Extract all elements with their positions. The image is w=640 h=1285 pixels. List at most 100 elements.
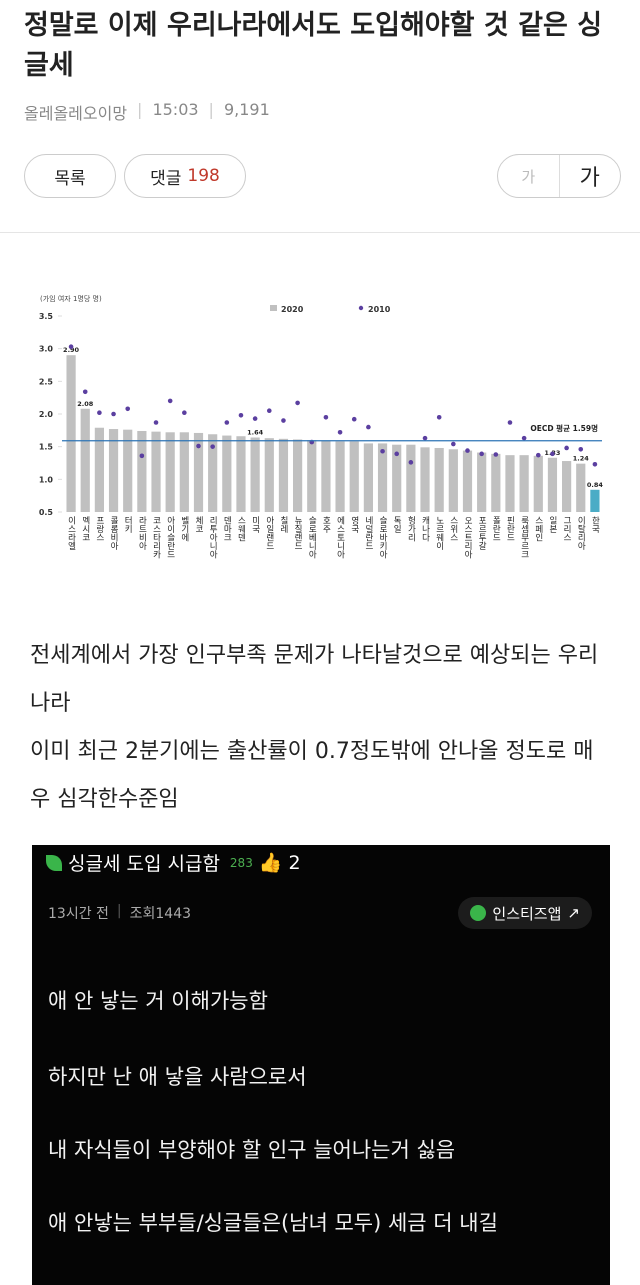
bar: [392, 444, 402, 512]
comments-button[interactable]: 댓글 198: [124, 154, 246, 198]
paragraph: 이미 최근 2분기에는 출산률이 0.7정도밖에 안나올 정도로 매우 심각한수…: [30, 739, 594, 812]
time: 15:03: [152, 100, 199, 119]
x-tick-label: 폴란드: [491, 516, 501, 542]
x-tick-label: 뉴질랜드: [293, 516, 303, 550]
x-tick-label: 콜롬비아: [109, 516, 119, 551]
data-label: 1.64: [247, 429, 264, 437]
dot: [436, 414, 442, 420]
legend-label: 2010: [368, 305, 391, 314]
dot: [224, 420, 230, 425]
dot: [281, 418, 286, 423]
bar: [307, 440, 317, 512]
x-tick-label: 영국: [349, 515, 359, 534]
x-tick-label: 그리스: [562, 516, 572, 542]
x-tick-label: 이스라엘: [66, 515, 76, 550]
legend-swatch: [358, 305, 364, 311]
dot: [507, 420, 513, 425]
bar: [335, 441, 345, 512]
bar: [80, 408, 90, 512]
y-tick-label: 0.5: [39, 508, 54, 517]
x-tick-label: 리투아니아: [208, 516, 218, 559]
bar: [66, 355, 76, 512]
x-tick-label: 독일: [392, 516, 402, 533]
count: 198: [187, 166, 220, 186]
bar: [165, 432, 175, 512]
dot: [210, 444, 215, 449]
x-tick-label: 체코: [194, 515, 204, 533]
x-tick-label: 룩셈부르크: [519, 516, 529, 559]
x-tick-label: 호주: [321, 516, 331, 534]
x-tick-label: 이탈리아: [576, 515, 586, 551]
embed-line: 애 안 낳는 거 이해가능함: [48, 989, 268, 1013]
bar: [377, 443, 388, 512]
bar: [547, 457, 558, 512]
y-tick-label: 3.0: [39, 345, 54, 354]
data-label: 1.24: [573, 455, 590, 463]
bar: [151, 431, 161, 512]
dot: [592, 462, 598, 467]
dot: [68, 344, 74, 350]
embed-title-row: 싱글세 도입 시급함 283 👍 2: [46, 849, 301, 876]
x-tick-label: 멕시코: [80, 515, 90, 541]
data-label: 2.90: [63, 346, 80, 354]
dot: [238, 413, 244, 418]
x-tick-label: 헝가리: [406, 516, 416, 542]
x-tick-label: 핀란드: [505, 516, 515, 542]
bar: [448, 449, 458, 512]
dot: [564, 445, 569, 451]
x-tick-label: 스페인: [533, 516, 543, 542]
legend-swatch: [270, 305, 277, 311]
bar: [533, 455, 543, 512]
paragraph: 전세계에서 가장 인구부족 문제가 나타날것으로 예상되는 우리나라: [30, 643, 599, 716]
y-axis-label: (가임 여자 1명당 명): [40, 294, 102, 303]
x-tick-label: 에스토니아: [335, 516, 345, 559]
x-tick-label: 포르투갈: [477, 516, 487, 550]
bar: [519, 455, 529, 512]
embed-score: 283: [229, 855, 253, 870]
dot: [394, 451, 400, 457]
dot: [451, 441, 456, 447]
dot: [422, 435, 428, 441]
x-tick-label: 슬로바키아: [378, 516, 388, 559]
bar: [505, 455, 515, 512]
dot: [167, 398, 173, 404]
data-label: 0.84: [587, 481, 604, 489]
app-label: 인스티즈앱: [492, 904, 562, 923]
embed-line: 내 자식들이 부양해야 할 인구 늘어나는거 싫음: [48, 1138, 456, 1162]
dot: [408, 460, 414, 465]
x-tick-label: 아일랜드: [264, 515, 274, 550]
embed-views: 조회1443: [129, 906, 192, 922]
font-large[interactable]: 가: [579, 166, 600, 191]
y-tick-label: 1.5: [39, 443, 54, 452]
y-tick-label: 3.5: [39, 312, 54, 321]
x-tick-label: 슬로베니아: [307, 516, 317, 559]
x-tick-label: 벨기에: [179, 515, 189, 542]
bar: [208, 434, 218, 512]
y-tick-label: 2.5: [39, 377, 54, 386]
x-tick-label: 코스타리카: [151, 516, 161, 559]
bar: [250, 437, 260, 512]
embed-meta: 13시간 전 | 조회1443: [48, 903, 192, 922]
bar: [491, 453, 501, 512]
body-text: 전세계에서 가장 인구부족 문제가 나타날것으로 예상되는 우리나라 이미 최근…: [30, 632, 610, 824]
dot: [125, 406, 131, 412]
dot: [252, 416, 258, 421]
y-tick-label: 2.0: [39, 410, 54, 419]
dot: [323, 414, 329, 420]
font-small[interactable]: 가: [498, 155, 560, 197]
embed-likes: 2: [288, 851, 301, 874]
dot: [493, 452, 499, 457]
list-button[interactable]: 목록: [24, 154, 116, 198]
embedded-screenshot: 싱글세 도입 시급함 283 👍 2 13시간 전 | 조회1443 인스티즈앱 ↗ 애 안…: [32, 845, 610, 1285]
dot: [82, 389, 88, 395]
app-button[interactable]: 인스티즈앱 ↗: [458, 897, 592, 929]
x-tick-label: 네덜란드: [363, 516, 373, 550]
embed-line: 애 안낳는 부부들/싱글들은(남녀 모두) 세금 더 내길: [48, 1211, 498, 1235]
bar: [434, 447, 444, 512]
x-tick-label: 덴마크: [222, 516, 232, 542]
dot: [337, 429, 343, 435]
bar: [137, 430, 147, 512]
reference-label: OECD 평균 1.59명: [530, 423, 598, 433]
dot: [182, 410, 187, 415]
